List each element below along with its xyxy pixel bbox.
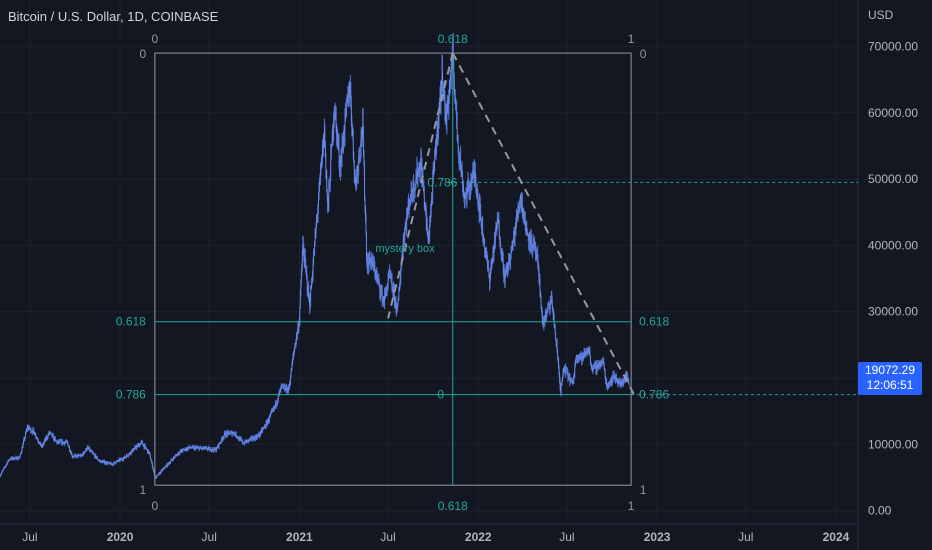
price-series	[0, 32, 630, 480]
x-tick-label: 2022	[465, 530, 492, 544]
fib-label-bottom-left-inner: 1	[139, 483, 146, 497]
x-tick-label: Jul	[559, 530, 574, 544]
x-tick-label: Jul	[202, 530, 217, 544]
bar-countdown: 12:06:51	[866, 378, 914, 392]
fib-label-top-left-inner: 0	[139, 47, 146, 61]
fib-label-786-center: 0	[437, 388, 444, 402]
fib-label-bottom-left-outer: 0	[151, 499, 158, 513]
fib-box	[154, 52, 632, 486]
currency-label: USD	[868, 8, 894, 22]
fib-label-top-right-outer: 1	[628, 32, 635, 46]
symbol-title[interactable]: Bitcoin / U.S. Dollar, 1D, COINBASE	[8, 9, 219, 24]
y-tick-label: 0.00	[868, 504, 892, 518]
trend-line-left	[387, 52, 454, 319]
fib-label-top-right-inner: 0	[640, 47, 647, 61]
upper-786-label: 0.786	[427, 175, 457, 189]
fib-label-bottom-right-outer: 1	[628, 499, 635, 513]
x-tick-label: 2020	[107, 530, 134, 544]
x-tick-label: 2023	[644, 530, 671, 544]
x-tick-label: 2021	[286, 530, 313, 544]
y-tick-label: 30000.00	[868, 305, 918, 319]
mystery-box-label: mystery box	[375, 243, 435, 255]
x-tick-label: Jul	[22, 530, 37, 544]
y-tick-label: 40000.00	[868, 238, 918, 252]
fib-label-618-right: 0.618	[639, 315, 669, 329]
fib-label-bottom-right-inner: 1	[640, 483, 647, 497]
trend-line-down	[451, 52, 635, 396]
fib-label-786-left: 0.786	[116, 388, 146, 402]
last-price-value: 19072.29	[864, 363, 916, 377]
fib-label-786-right: 0.786	[639, 388, 669, 402]
price-line	[0, 56, 630, 479]
chart-grid	[0, 0, 858, 524]
fib-label-618-left: 0.618	[116, 315, 146, 329]
last-price-tag: 19072.29 12:06:51	[858, 362, 922, 395]
y-tick-label: 50000.00	[868, 172, 918, 186]
fib-label-top-center: 0.618	[438, 32, 468, 46]
x-tick-label: 2024	[823, 530, 850, 544]
y-tick-label: 60000.00	[868, 106, 918, 120]
x-tick-label: Jul	[738, 530, 753, 544]
x-tick-label: Jul	[380, 530, 395, 544]
fib-label-bottom-center: 0.618	[438, 499, 468, 513]
y-tick-label: 70000.00	[868, 39, 918, 53]
price-bars	[0, 32, 630, 480]
y-tick-label: 10000.00	[868, 437, 918, 451]
fib-label-top-left-outer: 0	[151, 32, 158, 46]
